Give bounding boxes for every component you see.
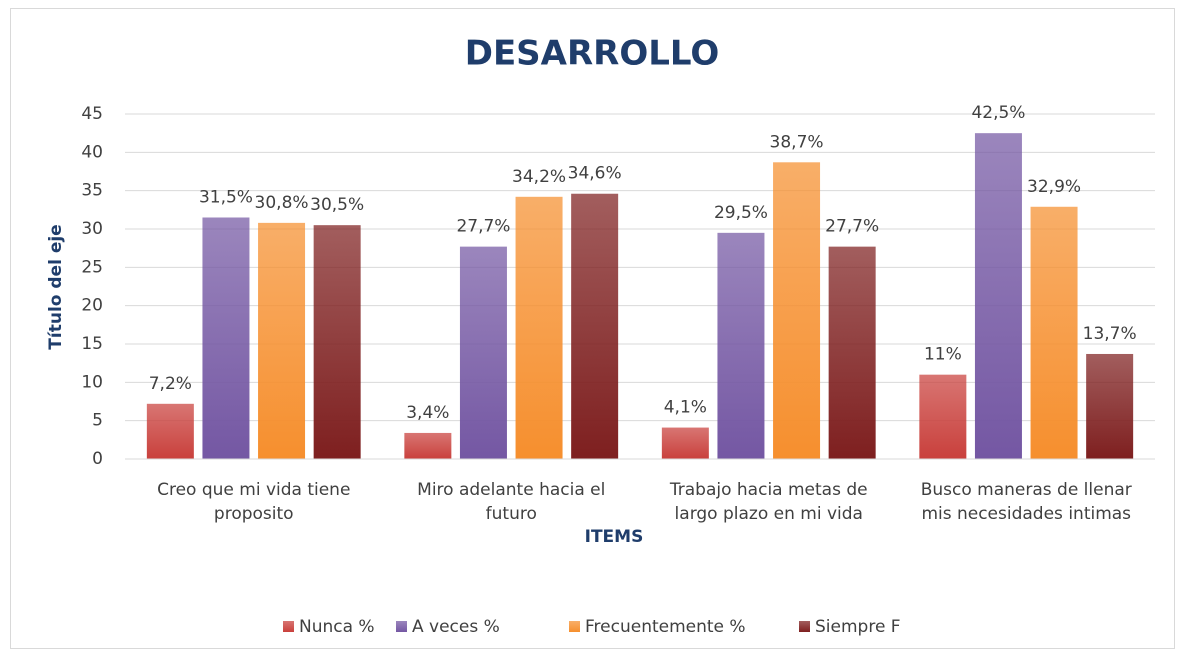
x-tick-label: Miro adelante hacia el futuro bbox=[417, 480, 606, 524]
bar bbox=[773, 162, 821, 460]
bar bbox=[919, 374, 967, 459]
bar bbox=[1086, 353, 1134, 459]
data-label: 3,4% bbox=[406, 403, 449, 423]
legend-swatch bbox=[396, 621, 407, 632]
data-label: 30,8% bbox=[255, 193, 309, 213]
y-tick-label: 5 bbox=[92, 411, 103, 431]
legend-swatch bbox=[799, 621, 810, 632]
x-tick-label: Busco maneras de llenar mis necesidades … bbox=[920, 480, 1132, 524]
data-label: 34,6% bbox=[568, 164, 622, 184]
y-tick-label: 15 bbox=[81, 334, 103, 354]
data-label: 34,2% bbox=[512, 167, 566, 187]
data-label: 4,1% bbox=[664, 398, 707, 418]
chart-title: DESARROLLO bbox=[465, 34, 720, 74]
bar bbox=[202, 217, 250, 459]
data-label: 27,7% bbox=[825, 217, 879, 237]
bar bbox=[828, 246, 876, 459]
y-tick-label: 45 bbox=[81, 104, 103, 124]
data-label: 11% bbox=[924, 345, 962, 365]
data-label: 27,7% bbox=[456, 217, 510, 237]
bar bbox=[571, 193, 619, 459]
bar bbox=[459, 246, 507, 459]
data-label: 29,5% bbox=[714, 203, 768, 223]
bar bbox=[717, 232, 765, 459]
y-tick-label: 10 bbox=[81, 372, 103, 392]
y-tick-label: 40 bbox=[81, 142, 103, 162]
y-tick-label: 0 bbox=[92, 449, 103, 469]
legend-label: Frecuentemente % bbox=[585, 617, 746, 637]
data-label: 31,5% bbox=[199, 188, 253, 208]
bar bbox=[974, 133, 1022, 459]
bar bbox=[313, 225, 361, 459]
bar bbox=[661, 427, 709, 459]
data-label: 13,7% bbox=[1083, 324, 1137, 344]
y-tick-label: 35 bbox=[81, 181, 103, 201]
y-tick-label: 25 bbox=[81, 257, 103, 277]
bar bbox=[258, 222, 306, 459]
legend-swatch bbox=[569, 621, 580, 632]
x-tick-label: Trabajo hacia metas de largo plazo en mi… bbox=[669, 480, 868, 524]
data-label: 7,2% bbox=[149, 374, 192, 394]
data-label: 32,9% bbox=[1027, 177, 1081, 197]
x-tick-label: Creo que mi vida tiene proposito bbox=[157, 480, 351, 524]
data-label: 30,5% bbox=[310, 195, 364, 215]
bar bbox=[515, 196, 563, 460]
y-tick-label: 20 bbox=[81, 296, 103, 316]
data-label: 38,7% bbox=[770, 132, 824, 152]
bar bbox=[146, 403, 194, 459]
legend-label: A veces % bbox=[412, 617, 500, 637]
y-axis-label: Título del eje bbox=[46, 224, 66, 349]
y-tick-label: 30 bbox=[81, 219, 103, 239]
bar bbox=[1030, 206, 1078, 459]
bar bbox=[404, 432, 452, 459]
x-axis-label: ITEMS bbox=[585, 527, 644, 547]
legend-label: Nunca % bbox=[299, 617, 375, 637]
legend-label: Siempre F bbox=[815, 617, 901, 637]
data-label: 42,5% bbox=[971, 103, 1025, 123]
legend-swatch bbox=[283, 621, 294, 632]
